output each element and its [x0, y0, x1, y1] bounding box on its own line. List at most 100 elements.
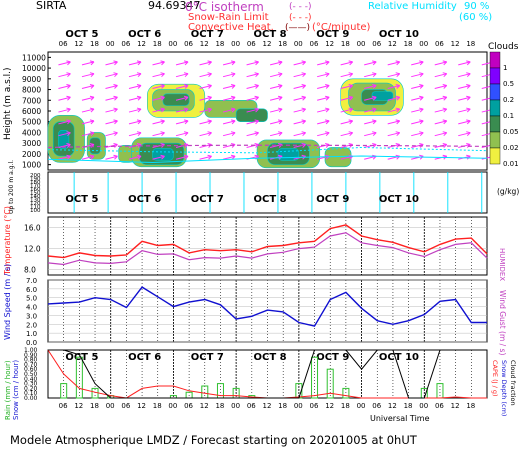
wind-arrow — [434, 108, 447, 113]
wind-arrow — [58, 84, 71, 89]
wind-arrow — [246, 132, 259, 137]
hour-label: 06 — [184, 40, 193, 48]
hour-label: 00 — [168, 402, 177, 410]
wind-arrow-head — [466, 60, 471, 66]
wind-arrow — [105, 73, 118, 78]
wind-arrow — [458, 84, 471, 89]
wind-arrow-head — [160, 154, 165, 160]
wind-arrow — [128, 155, 142, 160]
hour-label: 00 — [231, 40, 240, 48]
wind-arrow-head — [419, 72, 424, 78]
snowrain-legend: Snow-Rain Limit — [188, 12, 269, 23]
wind-arrow-head — [325, 95, 330, 101]
wind-arrow — [364, 61, 377, 66]
wind-arrow — [199, 155, 212, 160]
wind-arrow-head — [66, 119, 71, 125]
hour-label: 18 — [278, 40, 287, 48]
wind-arrow — [317, 132, 330, 137]
clouds-scale-label: 0.1 — [503, 112, 514, 120]
wind-arrow-head — [277, 95, 283, 101]
wind-arrow — [387, 84, 400, 89]
wind-speed-line — [47, 286, 487, 327]
wind-arrow-head — [301, 72, 306, 78]
wind-arrow — [317, 143, 330, 148]
wind-arrow-head — [442, 107, 448, 113]
convective-legend: Convective Heat. — [188, 22, 274, 33]
wind-arrow-head — [254, 131, 259, 137]
wind-arrow-head — [89, 154, 95, 160]
clouds-scale-swatch — [489, 67, 501, 85]
wind-arrow-head — [254, 107, 259, 113]
wind-arrow-head — [325, 72, 330, 78]
wind-arrow-head — [160, 131, 165, 137]
wind-arrow-head — [207, 154, 212, 160]
isotherm-symbol: (- - -) — [289, 2, 312, 12]
wind-arrow-head — [230, 83, 236, 89]
wind-arrow — [364, 132, 377, 137]
wind-arrow-head — [277, 107, 283, 113]
wind-arrow-head — [160, 95, 165, 101]
wind-arrow — [199, 108, 212, 113]
height-tick-label: 10000 — [22, 64, 46, 73]
wind-arrow-head — [89, 119, 95, 125]
wind-arrow — [199, 120, 212, 125]
wind-arrow — [152, 108, 165, 113]
hour-label: 12 — [263, 402, 272, 410]
hour-label: 06 — [310, 402, 319, 410]
rh-90: 90 % — [464, 1, 489, 12]
wind-arrow — [81, 132, 95, 137]
wind-arrow — [222, 120, 236, 125]
day-label: OCT 8 — [254, 29, 287, 40]
wind-arrow — [293, 108, 306, 113]
precip-tick-label: 0.90 — [24, 352, 38, 359]
wind-arrow — [293, 120, 306, 125]
hour-label: 18 — [466, 40, 475, 48]
wind-arrow-head — [66, 154, 71, 160]
wind-arrow-head — [442, 60, 448, 66]
wind-arrow-head — [372, 107, 377, 113]
wind-arrow-head — [136, 131, 142, 137]
wind-arrow — [199, 61, 212, 66]
wind-arrow-head — [325, 119, 330, 125]
rain-axis-label: Rain (mm / hour) — [4, 360, 12, 420]
wind-arrow-head — [66, 142, 71, 148]
clouds-scale-label: 1 — [503, 64, 507, 72]
hour-label: 06 — [121, 40, 130, 48]
wind-arrow-head — [301, 142, 306, 148]
wind-arrow-head — [89, 60, 95, 66]
wind-arrow-head — [207, 107, 212, 113]
wind-arrow-head — [254, 60, 259, 66]
wind-arrow — [128, 61, 142, 66]
cloudfrac-axis-label: Cloud fraction — [509, 360, 517, 406]
wind-arrow-head — [442, 142, 448, 148]
hour-label: 00 — [294, 40, 303, 48]
hour-label: 06 — [372, 40, 381, 48]
wind-arrow — [458, 108, 471, 113]
wind-arrow — [58, 143, 71, 148]
rh-60: (60 %) — [459, 12, 492, 23]
wind-arrow — [340, 120, 353, 125]
station-name: SIRTA — [36, 0, 67, 12]
wind-arrow-head — [348, 95, 354, 101]
wind-arrow-head — [183, 95, 189, 101]
wind-arrow-head — [442, 83, 448, 89]
wind-arrow — [364, 96, 377, 101]
height-axis-label: Height (m a.s.l.) — [3, 67, 13, 140]
wind-arrow-head — [325, 107, 330, 113]
wind-arrow-head — [466, 131, 471, 137]
wind-arrow — [269, 108, 283, 113]
height-tick-label: 5000 — [22, 118, 41, 127]
wind-arrow — [434, 96, 447, 101]
wind-tick-label: 0.0 — [26, 339, 37, 347]
clouds-scale-label: 0.01 — [503, 160, 519, 168]
hour-label: 18 — [215, 402, 224, 410]
wind-arrow-head — [277, 83, 283, 89]
wind-arrow-head — [113, 95, 118, 101]
wind-arrow-head — [466, 72, 471, 78]
lower-axis-label: Up to 200 m a.g.l. — [8, 160, 15, 214]
wind-arrow-head — [372, 83, 377, 89]
wind-arrow — [175, 73, 189, 78]
wind-arrow — [222, 132, 236, 137]
wind-arrow-head — [230, 60, 236, 66]
